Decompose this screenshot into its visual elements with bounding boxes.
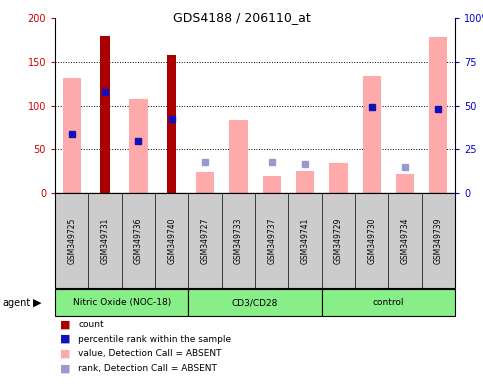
Bar <box>229 119 247 193</box>
Text: rank, Detection Call = ABSENT: rank, Detection Call = ABSENT <box>78 364 217 373</box>
Text: GSM349739: GSM349739 <box>434 217 443 264</box>
Text: agent: agent <box>2 298 30 308</box>
Text: GSM349725: GSM349725 <box>67 217 76 264</box>
Bar <box>188 290 322 316</box>
Bar <box>396 174 414 193</box>
Text: ▶: ▶ <box>33 298 42 308</box>
Bar <box>363 76 381 193</box>
Bar <box>296 171 314 193</box>
Text: GSM349737: GSM349737 <box>267 217 276 264</box>
Bar <box>129 99 147 193</box>
Bar <box>263 175 281 193</box>
Text: GDS4188 / 206110_at: GDS4188 / 206110_at <box>172 11 311 24</box>
Bar <box>429 37 447 193</box>
Text: GSM349733: GSM349733 <box>234 217 243 264</box>
Text: GSM349730: GSM349730 <box>367 217 376 264</box>
Text: ■: ■ <box>60 363 71 373</box>
Text: percentile rank within the sample: percentile rank within the sample <box>78 334 231 344</box>
Text: ■: ■ <box>60 334 71 344</box>
Text: count: count <box>78 320 104 329</box>
Text: GSM349727: GSM349727 <box>200 217 210 264</box>
Bar <box>100 36 110 193</box>
Text: CD3/CD28: CD3/CD28 <box>232 298 278 308</box>
Text: value, Detection Call = ABSENT: value, Detection Call = ABSENT <box>78 349 222 358</box>
Text: GSM349740: GSM349740 <box>167 217 176 264</box>
Text: GSM349736: GSM349736 <box>134 217 143 264</box>
Bar <box>167 55 176 193</box>
Text: ■: ■ <box>60 349 71 359</box>
Bar <box>196 172 214 193</box>
Bar <box>329 163 347 193</box>
Text: GSM349729: GSM349729 <box>334 217 343 264</box>
Text: GSM349731: GSM349731 <box>100 217 110 264</box>
Text: GSM349741: GSM349741 <box>300 217 310 264</box>
Bar <box>63 78 81 193</box>
Text: ■: ■ <box>60 319 71 329</box>
Text: Nitric Oxide (NOC-18): Nitric Oxide (NOC-18) <box>72 298 171 308</box>
Text: GSM349734: GSM349734 <box>400 217 410 264</box>
Bar <box>322 290 455 316</box>
Bar <box>55 290 188 316</box>
Text: control: control <box>372 298 404 308</box>
